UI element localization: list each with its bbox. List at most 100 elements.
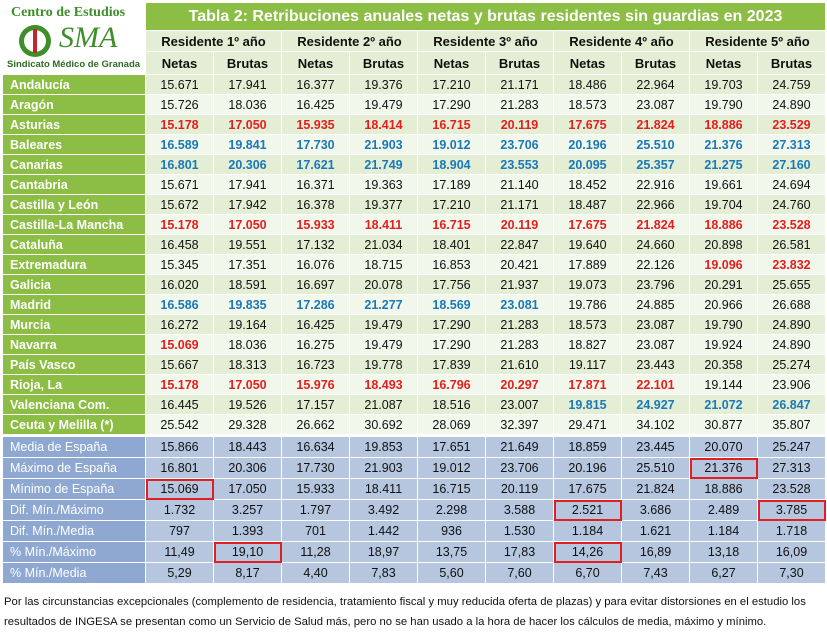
cell: 19.117 <box>553 354 622 375</box>
cell: 8,17 <box>213 562 282 584</box>
cell: 21.140 <box>485 174 554 195</box>
cell: 16.697 <box>281 274 350 295</box>
cell: 18.886 <box>689 478 758 500</box>
cell: 29.328 <box>213 414 282 436</box>
cell: 15.069 <box>145 334 214 355</box>
cell: 1.184 <box>689 520 758 542</box>
cell: 17,83 <box>485 541 554 563</box>
cell: 21.087 <box>349 394 418 415</box>
cell: 18.493 <box>349 374 418 395</box>
cell: 25.247 <box>756 434 827 458</box>
cell: 15.671 <box>145 174 214 195</box>
cell: 24.760 <box>756 194 827 215</box>
data-row: Asturias 15.178 17.050 15.935 18.414 16.715 20… <box>2 114 827 135</box>
cell: 20.291 <box>689 274 758 295</box>
table-title: Tabla 2: Retribuciones anuales netas y b… <box>144 2 827 31</box>
row-label: Mínimo de España <box>2 478 146 500</box>
data-row: Extremadura 15.345 17.351 16.076 18.715 16.85… <box>2 254 827 275</box>
data-row: Rioja, La 15.178 17.050 15.976 18.493 16.796 2… <box>2 374 827 395</box>
cell: 17.189 <box>417 174 486 195</box>
cell: 19.363 <box>349 174 418 195</box>
table-body: Andalucía 15.671 17.941 16.377 19.376 17.210 2… <box>2 74 827 436</box>
row-label: Rioja, La <box>2 374 146 395</box>
cell: 22.847 <box>485 234 554 255</box>
data-row: Andalucía 15.671 17.941 16.377 19.376 17.210 2… <box>2 74 827 95</box>
cell: 19.479 <box>349 314 418 335</box>
subheader: Brutas <box>485 51 554 75</box>
group-header: Residente 2º año <box>281 30 418 52</box>
cell: 701 <box>281 520 350 542</box>
group-header: Residente 5º año <box>688 30 827 52</box>
cell: 20.297 <box>485 374 554 395</box>
cell: 21.649 <box>485 434 554 458</box>
cell: 19.815 <box>553 394 622 415</box>
cell: 16.853 <box>417 254 486 275</box>
subheader: Netas <box>689 51 758 75</box>
logo-bottom: Sindicato Médico de Granada <box>7 59 141 70</box>
cell: 23.796 <box>621 274 690 295</box>
cell: 17.050 <box>213 114 282 135</box>
cell: 19.841 <box>213 134 282 155</box>
cell: 17.675 <box>553 114 622 135</box>
cell: 18.036 <box>213 334 282 355</box>
data-row: Murcia 16.272 19.164 16.425 19.479 17.290 21.2… <box>2 314 827 335</box>
cell: 15.933 <box>281 214 350 235</box>
subheader: Netas <box>417 51 486 75</box>
cell: 17.730 <box>281 134 350 155</box>
cell: 18.591 <box>213 274 282 295</box>
cell: 30.877 <box>689 414 758 436</box>
cell: 26.581 <box>756 234 827 255</box>
cell: 17.290 <box>417 94 486 115</box>
cell: 23.706 <box>485 134 554 155</box>
cell: 18.414 <box>349 114 418 135</box>
cell: 17.621 <box>281 154 350 175</box>
row-label: Dif. Mín./Media <box>2 520 146 542</box>
cell: 19.778 <box>349 354 418 375</box>
cell: 18.487 <box>553 194 622 215</box>
cell: 21.171 <box>485 74 554 95</box>
cell: 11,28 <box>281 541 350 563</box>
cell: 7,83 <box>349 562 418 584</box>
cell: 15.178 <box>145 374 214 395</box>
cell: 17.941 <box>213 74 282 95</box>
cell: 7,30 <box>756 562 827 584</box>
cell: 25.357 <box>621 154 690 175</box>
cell: 19.661 <box>689 174 758 195</box>
cell: 15.672 <box>145 194 214 215</box>
cell: 16.275 <box>281 334 350 355</box>
group-row: Residente 1º año Residente 2º año Resident… <box>3 30 827 52</box>
cell: 20.196 <box>553 134 622 155</box>
cell: 23.445 <box>621 434 690 458</box>
cell: 29.471 <box>553 414 622 436</box>
cell: 27.160 <box>756 154 827 175</box>
cell: 16.445 <box>145 394 214 415</box>
cell: 18.573 <box>553 314 622 335</box>
title-row: Centro de Estudios SMA Sindicato Médico … <box>2 2 827 75</box>
cell: 2.298 <box>417 499 486 521</box>
row-label: % Mín./Media <box>2 562 146 584</box>
data-row: Madrid 16.586 19.835 17.286 21.277 18.569 23.0… <box>2 294 827 315</box>
cell: 18.452 <box>553 174 622 195</box>
subheader: Netas <box>281 51 350 75</box>
cell: 16.801 <box>145 154 214 175</box>
cell: 5,29 <box>145 562 214 584</box>
salary-table: Centro de Estudios SMA Sindicato Médico … <box>2 2 827 584</box>
cell: 19.096 <box>689 254 758 275</box>
cell: 21.376 <box>689 134 758 155</box>
cell: 1.442 <box>349 520 418 542</box>
cell: 18.401 <box>417 234 486 255</box>
cell: 22.916 <box>621 174 690 195</box>
cell: 18.486 <box>553 74 622 95</box>
cell: 2.489 <box>689 499 758 521</box>
cell: 21.171 <box>485 194 554 215</box>
cell: 24.694 <box>756 174 827 195</box>
cell: 19.704 <box>689 194 758 215</box>
summary-row: % Mín./Media 5,29 8,17 4,40 7,83 5,60 7,60 6,70… <box>2 562 827 584</box>
cell: 21.903 <box>349 134 418 155</box>
cell: 23.087 <box>621 334 690 355</box>
cell: 17.132 <box>281 234 350 255</box>
cell: 15.178 <box>145 214 214 235</box>
cell: 27.313 <box>756 457 827 479</box>
cell: 18.036 <box>213 94 282 115</box>
